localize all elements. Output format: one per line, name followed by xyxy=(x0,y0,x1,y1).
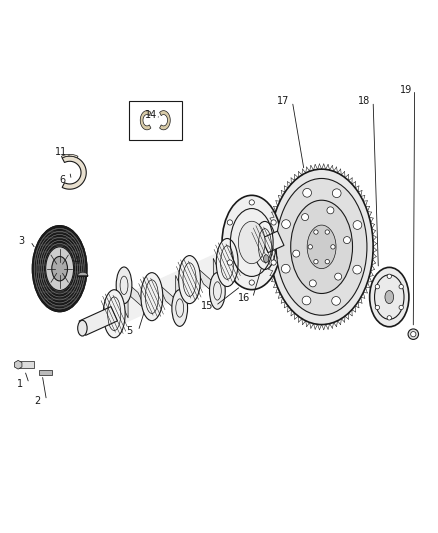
Ellipse shape xyxy=(331,245,335,249)
Ellipse shape xyxy=(308,245,312,249)
Ellipse shape xyxy=(387,316,392,320)
Polygon shape xyxy=(233,225,241,267)
Ellipse shape xyxy=(325,230,329,234)
Circle shape xyxy=(271,260,276,265)
Ellipse shape xyxy=(179,256,201,304)
Ellipse shape xyxy=(314,230,318,234)
Polygon shape xyxy=(261,231,284,253)
Ellipse shape xyxy=(276,179,367,315)
Ellipse shape xyxy=(314,260,318,264)
Ellipse shape xyxy=(282,220,290,229)
Ellipse shape xyxy=(303,189,311,197)
Text: 18: 18 xyxy=(358,96,371,107)
Polygon shape xyxy=(120,277,146,310)
Text: 14: 14 xyxy=(145,110,157,119)
Ellipse shape xyxy=(291,200,353,294)
Ellipse shape xyxy=(78,320,87,336)
Polygon shape xyxy=(140,111,151,130)
Polygon shape xyxy=(120,277,128,318)
Polygon shape xyxy=(14,360,22,369)
Ellipse shape xyxy=(141,273,163,321)
Ellipse shape xyxy=(172,289,187,326)
Ellipse shape xyxy=(209,272,225,309)
Ellipse shape xyxy=(281,264,290,273)
Polygon shape xyxy=(78,272,88,276)
Text: 11: 11 xyxy=(55,147,67,157)
Circle shape xyxy=(271,220,276,225)
Ellipse shape xyxy=(385,290,394,304)
Text: 2: 2 xyxy=(35,395,41,406)
Ellipse shape xyxy=(116,267,132,304)
Polygon shape xyxy=(233,225,259,259)
Polygon shape xyxy=(213,259,221,300)
Ellipse shape xyxy=(327,207,334,214)
Ellipse shape xyxy=(301,214,308,221)
Ellipse shape xyxy=(52,256,67,281)
Circle shape xyxy=(408,329,419,340)
Polygon shape xyxy=(102,231,277,329)
Ellipse shape xyxy=(399,305,403,310)
Text: 15: 15 xyxy=(201,301,213,311)
Ellipse shape xyxy=(103,290,125,338)
Ellipse shape xyxy=(309,280,316,287)
Circle shape xyxy=(227,260,233,265)
Polygon shape xyxy=(39,370,52,375)
Bar xyxy=(130,101,182,140)
Ellipse shape xyxy=(332,296,340,305)
Text: 16: 16 xyxy=(238,293,250,303)
Polygon shape xyxy=(62,156,86,189)
Polygon shape xyxy=(79,306,117,335)
Ellipse shape xyxy=(387,274,392,278)
Ellipse shape xyxy=(353,221,362,229)
Ellipse shape xyxy=(270,169,373,325)
Ellipse shape xyxy=(375,305,380,310)
Circle shape xyxy=(249,280,254,285)
Circle shape xyxy=(227,220,233,225)
Polygon shape xyxy=(176,276,184,317)
Text: 5: 5 xyxy=(127,326,133,336)
Ellipse shape xyxy=(325,260,329,264)
Text: 1: 1 xyxy=(17,378,23,389)
Ellipse shape xyxy=(370,268,409,327)
Ellipse shape xyxy=(375,285,380,289)
Polygon shape xyxy=(159,111,170,130)
Ellipse shape xyxy=(254,221,276,270)
Text: 4: 4 xyxy=(74,256,80,266)
Ellipse shape xyxy=(216,238,238,287)
Ellipse shape xyxy=(222,195,282,289)
Polygon shape xyxy=(18,361,34,368)
Ellipse shape xyxy=(293,250,300,257)
Ellipse shape xyxy=(238,221,265,264)
Polygon shape xyxy=(195,266,221,300)
Ellipse shape xyxy=(46,247,74,290)
Circle shape xyxy=(249,200,254,205)
Ellipse shape xyxy=(353,265,361,274)
Ellipse shape xyxy=(335,273,342,280)
Text: 19: 19 xyxy=(400,85,412,95)
Ellipse shape xyxy=(332,189,341,198)
Ellipse shape xyxy=(264,255,269,263)
Ellipse shape xyxy=(32,226,87,311)
Ellipse shape xyxy=(307,225,336,269)
Ellipse shape xyxy=(229,216,245,253)
Text: 3: 3 xyxy=(18,236,25,246)
Ellipse shape xyxy=(399,285,403,289)
Polygon shape xyxy=(158,284,184,317)
Ellipse shape xyxy=(302,296,311,305)
Circle shape xyxy=(411,332,416,337)
Polygon shape xyxy=(61,155,78,158)
Ellipse shape xyxy=(343,237,350,244)
Text: 6: 6 xyxy=(60,175,66,185)
Text: 17: 17 xyxy=(277,96,290,107)
